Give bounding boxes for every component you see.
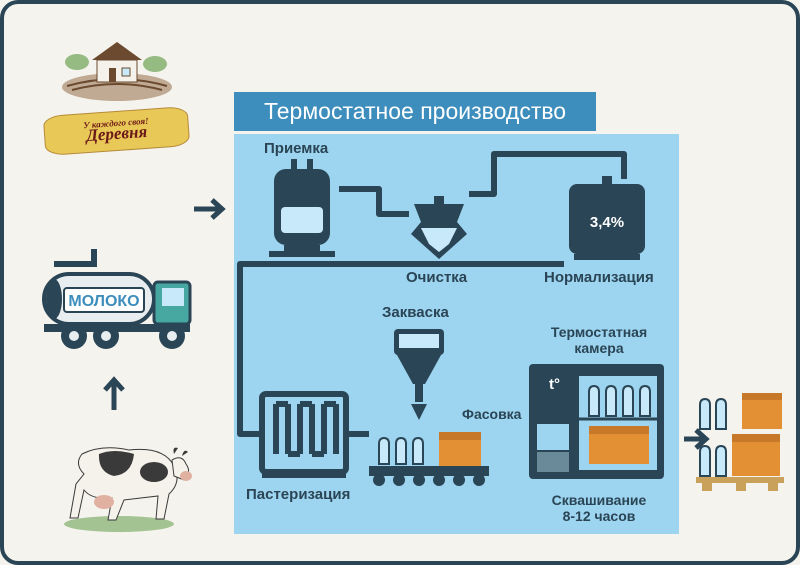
title-bar: Термостатное производство	[234, 92, 596, 131]
arrow-truck-to-process	[192, 194, 232, 224]
chamber-label-l2: камера	[534, 340, 664, 356]
cow	[54, 424, 204, 539]
packaging-label: Фасовка	[462, 406, 521, 422]
starter-label: Закваска	[382, 304, 449, 321]
process-panel: Приемка Очистка 3,4% Нормализация Пастер…	[234, 134, 679, 534]
brand-name: Деревня	[86, 122, 148, 145]
arrow-process-to-output	[682, 424, 712, 454]
milk-truck-icon: МОЛОКО	[34, 244, 204, 354]
fermentation-label-l1: Сквашивание	[534, 492, 664, 508]
house-icon	[47, 32, 187, 102]
brand-ribbon: У каждого своя! Деревня	[43, 106, 190, 156]
normalization-label: Нормализация	[544, 269, 654, 286]
brand-logo: У каждого своя! Деревня	[44, 32, 189, 151]
pasteurization-label: Пастеризация	[246, 486, 350, 503]
cleaning-label: Очистка	[406, 269, 467, 286]
milk-truck: МОЛОКО	[34, 244, 204, 359]
normalization-tank-icon: 3,4%	[554, 172, 654, 272]
title-text: Термостатное производство	[264, 98, 566, 124]
pasteurization-icon	[254, 384, 354, 484]
chamber-icon: t°	[524, 354, 669, 489]
svg-text:3,4%: 3,4%	[590, 214, 624, 231]
svg-text:МОЛОКО: МОЛОКО	[68, 293, 139, 310]
starter-funnel-icon	[379, 324, 459, 434]
arrow-cow-to-truck	[99, 372, 129, 412]
reception-label: Приемка	[264, 140, 328, 157]
fermentation-label-l2: 8-12 часов	[534, 508, 664, 524]
packaging-icon	[364, 424, 504, 494]
svg-text:t°: t°	[549, 376, 560, 393]
chamber-label-l1: Термостатная	[534, 324, 664, 340]
cleaning-vessel-icon	[399, 194, 479, 274]
reception-tank-icon	[259, 159, 344, 264]
cow-icon	[54, 424, 204, 534]
